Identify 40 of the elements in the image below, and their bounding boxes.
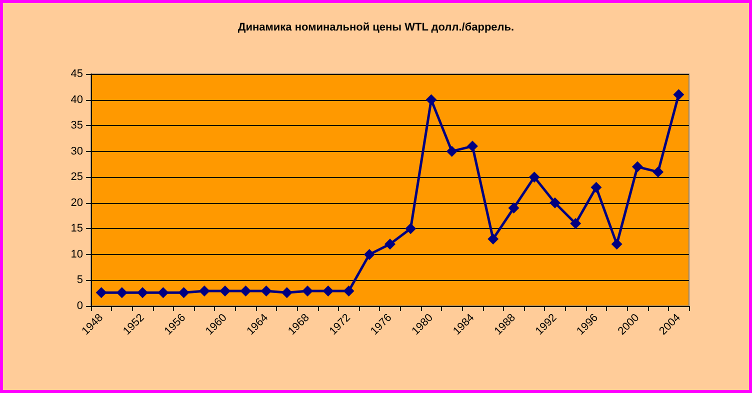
chart-title: Динамика номинальной цены WTL долл./баррель. <box>238 22 514 34</box>
y-tick-label: 45 <box>70 68 83 80</box>
point <box>652 166 664 178</box>
point <box>488 233 499 244</box>
y-tick-label: 10 <box>70 248 83 260</box>
y-tick-label: 35 <box>70 120 83 132</box>
y-tick-label: 5 <box>76 274 83 286</box>
point <box>446 146 458 157</box>
point <box>590 182 602 193</box>
point <box>426 94 437 106</box>
point <box>178 287 190 298</box>
point <box>220 286 231 297</box>
y-tick-label: 20 <box>70 196 83 209</box>
point <box>137 287 148 298</box>
point <box>466 140 478 152</box>
y-tick-label: 40 <box>70 94 83 106</box>
point <box>364 248 375 260</box>
point <box>198 286 210 297</box>
point <box>322 286 334 297</box>
point <box>158 287 169 298</box>
point <box>240 286 252 297</box>
point <box>96 287 107 298</box>
y-tick-label: 0 <box>76 300 83 312</box>
point <box>302 286 314 297</box>
point <box>405 223 416 234</box>
point <box>632 161 643 172</box>
point <box>281 287 292 298</box>
point <box>570 218 582 230</box>
point <box>384 238 396 250</box>
point <box>611 238 622 250</box>
y-tick-label: 30 <box>70 145 83 158</box>
point <box>116 287 128 298</box>
point <box>260 286 272 297</box>
y-tick-label: 25 <box>70 171 83 184</box>
point <box>528 172 540 183</box>
y-tick-label: 15 <box>70 222 83 235</box>
point <box>673 89 684 100</box>
point <box>343 286 354 297</box>
point <box>508 202 520 214</box>
point <box>549 197 560 208</box>
